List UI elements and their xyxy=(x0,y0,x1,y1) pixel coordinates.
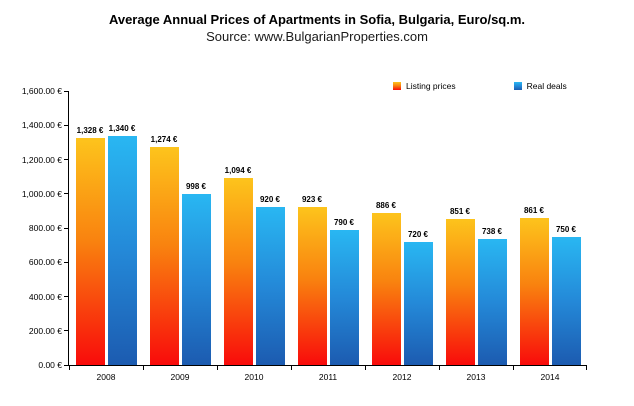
bar-value-label: 1,340 € xyxy=(108,123,136,133)
y-axis-tick xyxy=(64,261,69,263)
real-deals-bar-2013: 738 € xyxy=(477,227,507,365)
bar-group-2010: 1,094 € 920 € 2010 xyxy=(217,91,291,382)
bar-value-label: 920 € xyxy=(259,195,281,205)
y-axis-tick xyxy=(64,330,69,332)
chart-subtitle: Source: www.BulgarianProperties.com xyxy=(206,29,428,44)
bar-group-2009: 1,274 € 998 € 2009 xyxy=(143,91,217,382)
listing-prices-swatch-icon xyxy=(393,82,401,90)
y-axis-tick xyxy=(64,90,69,92)
y-axis-label: 800.00 € xyxy=(28,223,62,233)
real-deals-bar-2010: 920 € xyxy=(255,195,285,365)
bar-groups: 1,328 € 1,340 € 2008 1,274 € 998 € 2009 1,094 … xyxy=(69,91,587,382)
y-axis-label: 1,000.00 € xyxy=(21,188,62,199)
y-axis-tick xyxy=(64,124,69,126)
x-axis-label-2013: 2013 xyxy=(466,372,486,382)
bar-value-label: 851 € xyxy=(449,207,471,217)
listing-prices-bar-2010: 1,094 € xyxy=(223,166,253,365)
x-axis-label-2011: 2011 xyxy=(318,372,338,382)
bar-value-label: 790 € xyxy=(333,217,355,227)
x-axis-label-2008: 2008 xyxy=(96,372,116,382)
real-deals-swatch-icon xyxy=(513,82,522,90)
listing-prices-bar-2014: 861 € xyxy=(519,206,549,365)
x-axis-tick xyxy=(69,365,70,370)
y-axis-label: 1,400.00 € xyxy=(21,120,62,131)
plot-area: 0.00 € 200.00 € 400.00 € 600.00 € 800.00 € 1,… xyxy=(22,86,587,382)
bar-value-label: 1,094 € xyxy=(224,165,252,175)
y-axis-label: 600.00 € xyxy=(28,257,62,268)
bar-value-label: 923 € xyxy=(301,194,323,204)
bar-value-label: 998 € xyxy=(185,182,207,192)
y-axis-label: 200.00 € xyxy=(28,325,62,336)
real-deals-bar-2011: 790 € xyxy=(329,218,359,365)
x-axis-tick xyxy=(364,365,366,370)
y-axis-tick xyxy=(64,364,69,366)
x-axis-label-2009: 2009 xyxy=(170,372,190,382)
bar-group-2014: 861 € 750 € 2014 xyxy=(513,91,587,382)
bar-value-label: 750 € xyxy=(555,224,577,234)
chart-title: Average Annual Prices of Apartments in S… xyxy=(108,12,526,27)
y-axis-label: 0.00 € xyxy=(38,360,62,370)
bar-value-label: 886 € xyxy=(375,201,397,211)
bar-value-label: 1,328 € xyxy=(76,125,104,135)
bar-value-label: 861 € xyxy=(523,205,545,215)
bar-group-2011: 923 € 790 € 2011 xyxy=(291,91,365,382)
y-axis-label: 400.00 € xyxy=(28,291,62,302)
legend: Listing prices Real deals xyxy=(393,81,567,91)
y-axis-tick xyxy=(64,159,69,160)
listing-prices-bar-2012: 886 € xyxy=(371,201,401,365)
y-axis-tick xyxy=(64,296,69,297)
x-axis-tick xyxy=(586,365,587,370)
legend-item-listing-prices: Listing prices xyxy=(393,81,456,91)
x-axis-tick xyxy=(439,365,440,370)
bar-group-2012: 886 € 720 € 2012 xyxy=(365,91,439,382)
bar-group-2013: 851 € 738 € 2013 xyxy=(439,91,513,382)
listing-prices-bar-2013: 851 € xyxy=(445,207,475,365)
real-deals-bar-2009: 998 € xyxy=(181,182,211,365)
y-axis-label: 1,200.00 € xyxy=(21,154,62,165)
x-axis-label-2014: 2014 xyxy=(540,372,560,382)
real-deals-bar-2008: 1,340 € xyxy=(107,124,137,365)
x-axis-label-2012: 2012 xyxy=(392,372,412,382)
bar-value-label: 720 € xyxy=(407,229,429,239)
listing-prices-bar-2009: 1,274 € xyxy=(149,135,179,365)
listing-prices-bar-2011: 923 € xyxy=(297,195,327,365)
bar-group-2008: 1,328 € 1,340 € 2008 xyxy=(69,91,143,382)
legend-item-real-deals: Real deals xyxy=(513,81,567,91)
bar-value-label: 1,274 € xyxy=(150,134,178,144)
x-axis-tick xyxy=(142,365,144,370)
x-axis-tick xyxy=(513,365,514,370)
real-deals-bar-2014: 750 € xyxy=(551,225,581,365)
real-deals-bar-2012: 720 € xyxy=(403,230,433,365)
x-axis-tick xyxy=(216,365,218,370)
y-axis-tick xyxy=(64,227,69,229)
x-axis-tick xyxy=(291,365,292,370)
x-axis-label-2010: 2010 xyxy=(244,372,264,382)
legend-label-listing-prices: Listing prices xyxy=(406,81,456,91)
y-axis-tick xyxy=(64,193,69,195)
y-axis-label: 1,600.00 € xyxy=(21,86,62,96)
legend-label-real-deals: Real deals xyxy=(526,81,567,91)
listing-prices-bar-2008: 1,328 € xyxy=(75,126,105,365)
bar-value-label: 738 € xyxy=(481,226,503,236)
